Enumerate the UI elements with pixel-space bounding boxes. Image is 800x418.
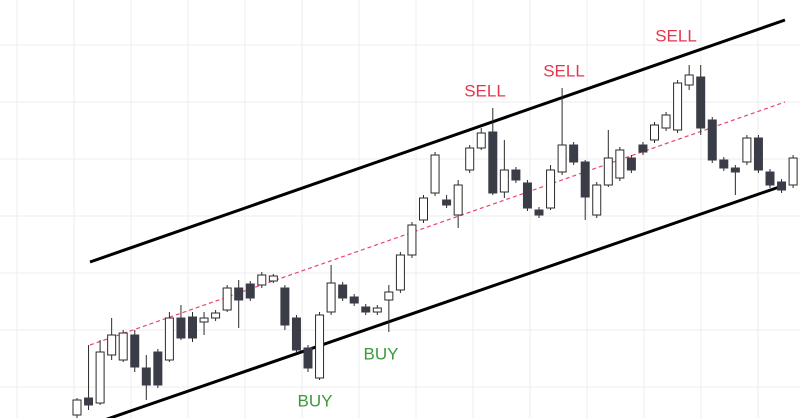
candle-body — [188, 316, 197, 339]
candle-body — [303, 347, 313, 369]
candle-body — [372, 307, 382, 313]
candle-body — [72, 399, 82, 416]
candle-body — [499, 169, 509, 193]
candle-body — [638, 144, 648, 153]
candle-body — [557, 144, 567, 173]
candle-body — [222, 287, 232, 311]
candle-body — [280, 287, 290, 326]
candle-body — [788, 157, 798, 186]
annotation-label: BUY — [364, 344, 399, 363]
candle-body — [442, 199, 452, 206]
candle-body — [257, 274, 267, 286]
candle-body — [395, 254, 405, 291]
candle-body — [107, 334, 117, 356]
candle-body — [522, 182, 532, 209]
candle-body — [696, 76, 706, 129]
candle-body — [673, 82, 683, 131]
candle-body — [534, 209, 544, 216]
candle-body — [511, 169, 521, 181]
annotation-label: SELL — [543, 61, 585, 80]
candle-body — [753, 137, 763, 171]
candle-body — [291, 317, 301, 351]
candle-body — [430, 154, 440, 194]
annotation-label: BUY — [298, 391, 333, 410]
candle-body — [765, 171, 775, 186]
candle-body — [338, 284, 348, 299]
channel-midline — [89, 101, 786, 346]
candle-body — [326, 282, 336, 313]
candle-body — [199, 317, 209, 323]
candle-body — [130, 334, 140, 368]
candle-body — [234, 287, 244, 301]
candle-body — [84, 397, 94, 406]
annotation-label: SELL — [464, 81, 506, 100]
candle-body — [684, 74, 694, 86]
candle-body — [153, 351, 163, 386]
candle-body — [488, 131, 498, 194]
candle-body — [730, 167, 740, 173]
candle-body — [315, 314, 325, 379]
candle-body — [349, 296, 359, 304]
candle-body — [603, 157, 613, 186]
candle-body — [245, 283, 255, 299]
candle-body — [95, 351, 105, 404]
candle-body — [661, 114, 671, 129]
candle-body — [707, 119, 717, 161]
candle-body — [419, 197, 428, 221]
candle-body — [626, 157, 636, 171]
candle-body — [384, 291, 394, 301]
candle-body — [118, 332, 128, 361]
candle-body — [719, 159, 729, 169]
candle-body — [211, 312, 221, 319]
candle-body — [580, 161, 590, 198]
candle-body — [453, 184, 463, 216]
candle-body — [476, 132, 486, 149]
channel-line — [89, 18, 786, 264]
candle-body — [465, 147, 475, 171]
annotation-label: SELL — [655, 26, 697, 45]
candle-body — [777, 181, 787, 191]
candle-body — [268, 275, 278, 282]
candle-body — [176, 317, 186, 339]
candle-body — [407, 224, 417, 256]
candle-body — [546, 169, 556, 209]
candle-body — [361, 306, 371, 313]
channel-line — [105, 183, 786, 418]
candle-body — [141, 367, 151, 386]
candle-body — [164, 317, 174, 361]
candle-body — [742, 137, 752, 163]
candle-body — [569, 144, 579, 163]
candle-body — [592, 184, 602, 216]
candle-body — [650, 124, 659, 141]
candle-body — [615, 149, 625, 179]
